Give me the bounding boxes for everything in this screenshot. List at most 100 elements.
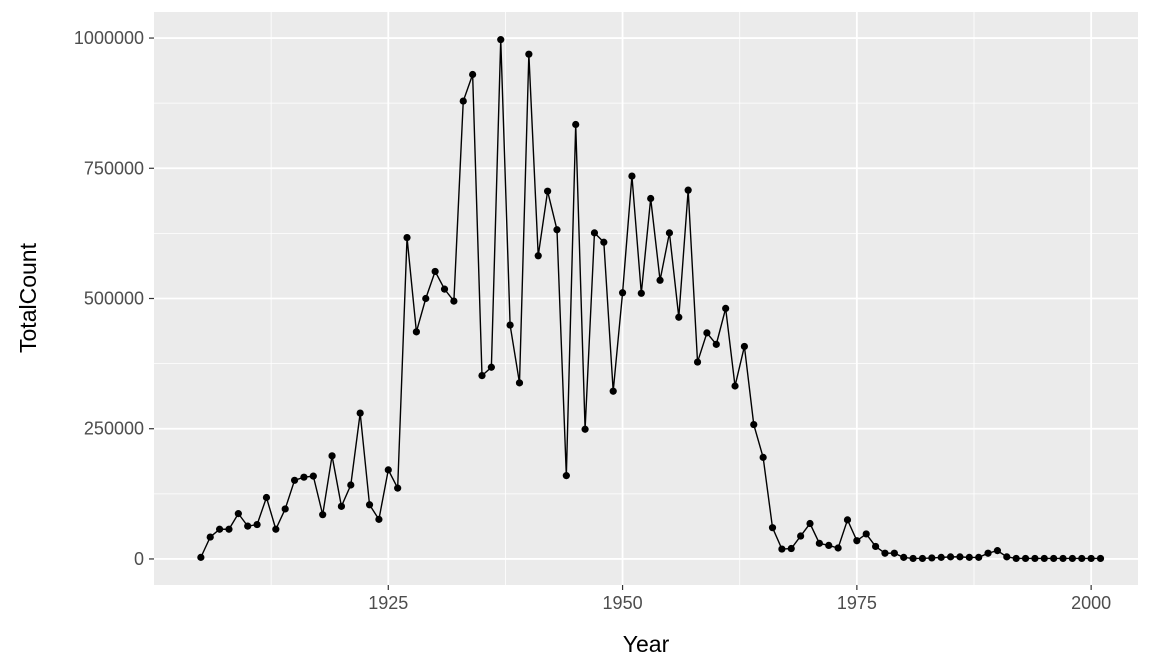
data-point <box>365 501 374 509</box>
data-point <box>843 516 852 524</box>
data-point <box>450 297 458 305</box>
data-point <box>872 542 880 551</box>
data-point <box>937 553 945 561</box>
data-point <box>581 425 589 433</box>
data-point <box>740 342 749 351</box>
data-point <box>515 379 524 387</box>
data-point <box>900 553 908 561</box>
data-point <box>909 554 917 563</box>
data-point <box>600 238 608 246</box>
data-point <box>815 539 823 547</box>
data-point <box>1087 554 1095 563</box>
data-point <box>1031 554 1039 563</box>
data-point <box>206 533 214 541</box>
data-point <box>281 505 289 513</box>
data-point <box>459 97 467 105</box>
data-point <box>956 553 964 561</box>
data-point <box>422 294 430 303</box>
data-point <box>347 481 355 489</box>
data-point <box>722 304 730 312</box>
data-point <box>712 340 720 348</box>
data-point <box>628 172 636 180</box>
data-point <box>993 547 1002 555</box>
data-point <box>656 276 664 284</box>
data-point <box>253 520 261 529</box>
data-point <box>862 530 870 538</box>
x-axis-ticks: 1925 1950 1975 2000 <box>368 585 1111 613</box>
data-point <box>684 186 692 194</box>
data-point <box>731 382 739 390</box>
data-point <box>394 484 402 492</box>
data-point <box>665 229 674 237</box>
data-point <box>216 525 224 533</box>
data-point <box>1050 554 1058 563</box>
data-point <box>759 453 767 461</box>
data-point <box>797 532 805 540</box>
data-point <box>1096 554 1105 563</box>
data-point <box>750 420 758 429</box>
data-point <box>337 502 346 510</box>
data-point <box>1003 553 1011 561</box>
data-point <box>375 515 383 523</box>
data-point <box>478 371 486 380</box>
data-point <box>431 267 439 276</box>
data-point <box>1078 554 1086 563</box>
data-point <box>309 472 317 480</box>
data-point <box>984 549 992 557</box>
x-axis-title: Year <box>623 631 670 657</box>
data-point <box>487 363 495 371</box>
data-point <box>768 524 777 532</box>
data-point <box>890 549 898 557</box>
data-point <box>319 511 327 519</box>
data-point <box>403 233 411 242</box>
data-point <box>469 70 477 79</box>
x-tick-label: 2000 <box>1071 593 1111 613</box>
data-point <box>497 36 505 44</box>
data-point <box>272 525 280 533</box>
data-point <box>1040 554 1048 563</box>
y-axis-title: TotalCount <box>15 242 41 353</box>
data-point <box>675 313 683 321</box>
data-point <box>618 289 627 297</box>
data-point <box>918 554 927 563</box>
data-point <box>693 358 702 366</box>
data-point <box>553 226 561 234</box>
data-point <box>197 553 205 561</box>
data-point <box>590 229 599 237</box>
data-point <box>703 329 711 337</box>
data-point <box>572 120 580 129</box>
data-point <box>853 537 861 545</box>
data-point <box>356 409 364 417</box>
data-point <box>300 473 308 481</box>
data-point <box>778 545 786 553</box>
data-point <box>225 525 233 533</box>
data-point <box>881 549 889 557</box>
data-point <box>647 194 655 203</box>
data-point <box>534 252 542 260</box>
data-point <box>544 187 552 195</box>
data-point <box>384 466 392 474</box>
data-point <box>440 285 449 293</box>
data-point <box>637 289 645 297</box>
y-tick-label: 1000000 <box>74 28 144 48</box>
data-point <box>506 321 514 329</box>
data-point <box>244 522 252 530</box>
data-point <box>1012 554 1020 563</box>
data-point <box>965 553 973 561</box>
y-tick-label: 250000 <box>84 419 144 439</box>
data-point <box>328 452 336 460</box>
data-points <box>197 36 1105 563</box>
data-point <box>609 387 617 395</box>
y-tick-label: 500000 <box>84 289 144 309</box>
data-point <box>234 510 242 518</box>
data-point <box>975 553 983 561</box>
data-point <box>946 553 955 561</box>
data-point <box>262 493 271 502</box>
data-point <box>1021 554 1030 563</box>
data-point <box>787 544 795 553</box>
y-axis-ticks: 0 250000 500000 750000 1000000 <box>74 28 154 569</box>
x-tick-label: 1925 <box>368 593 408 613</box>
data-point <box>1068 554 1076 563</box>
data-point <box>825 541 833 550</box>
